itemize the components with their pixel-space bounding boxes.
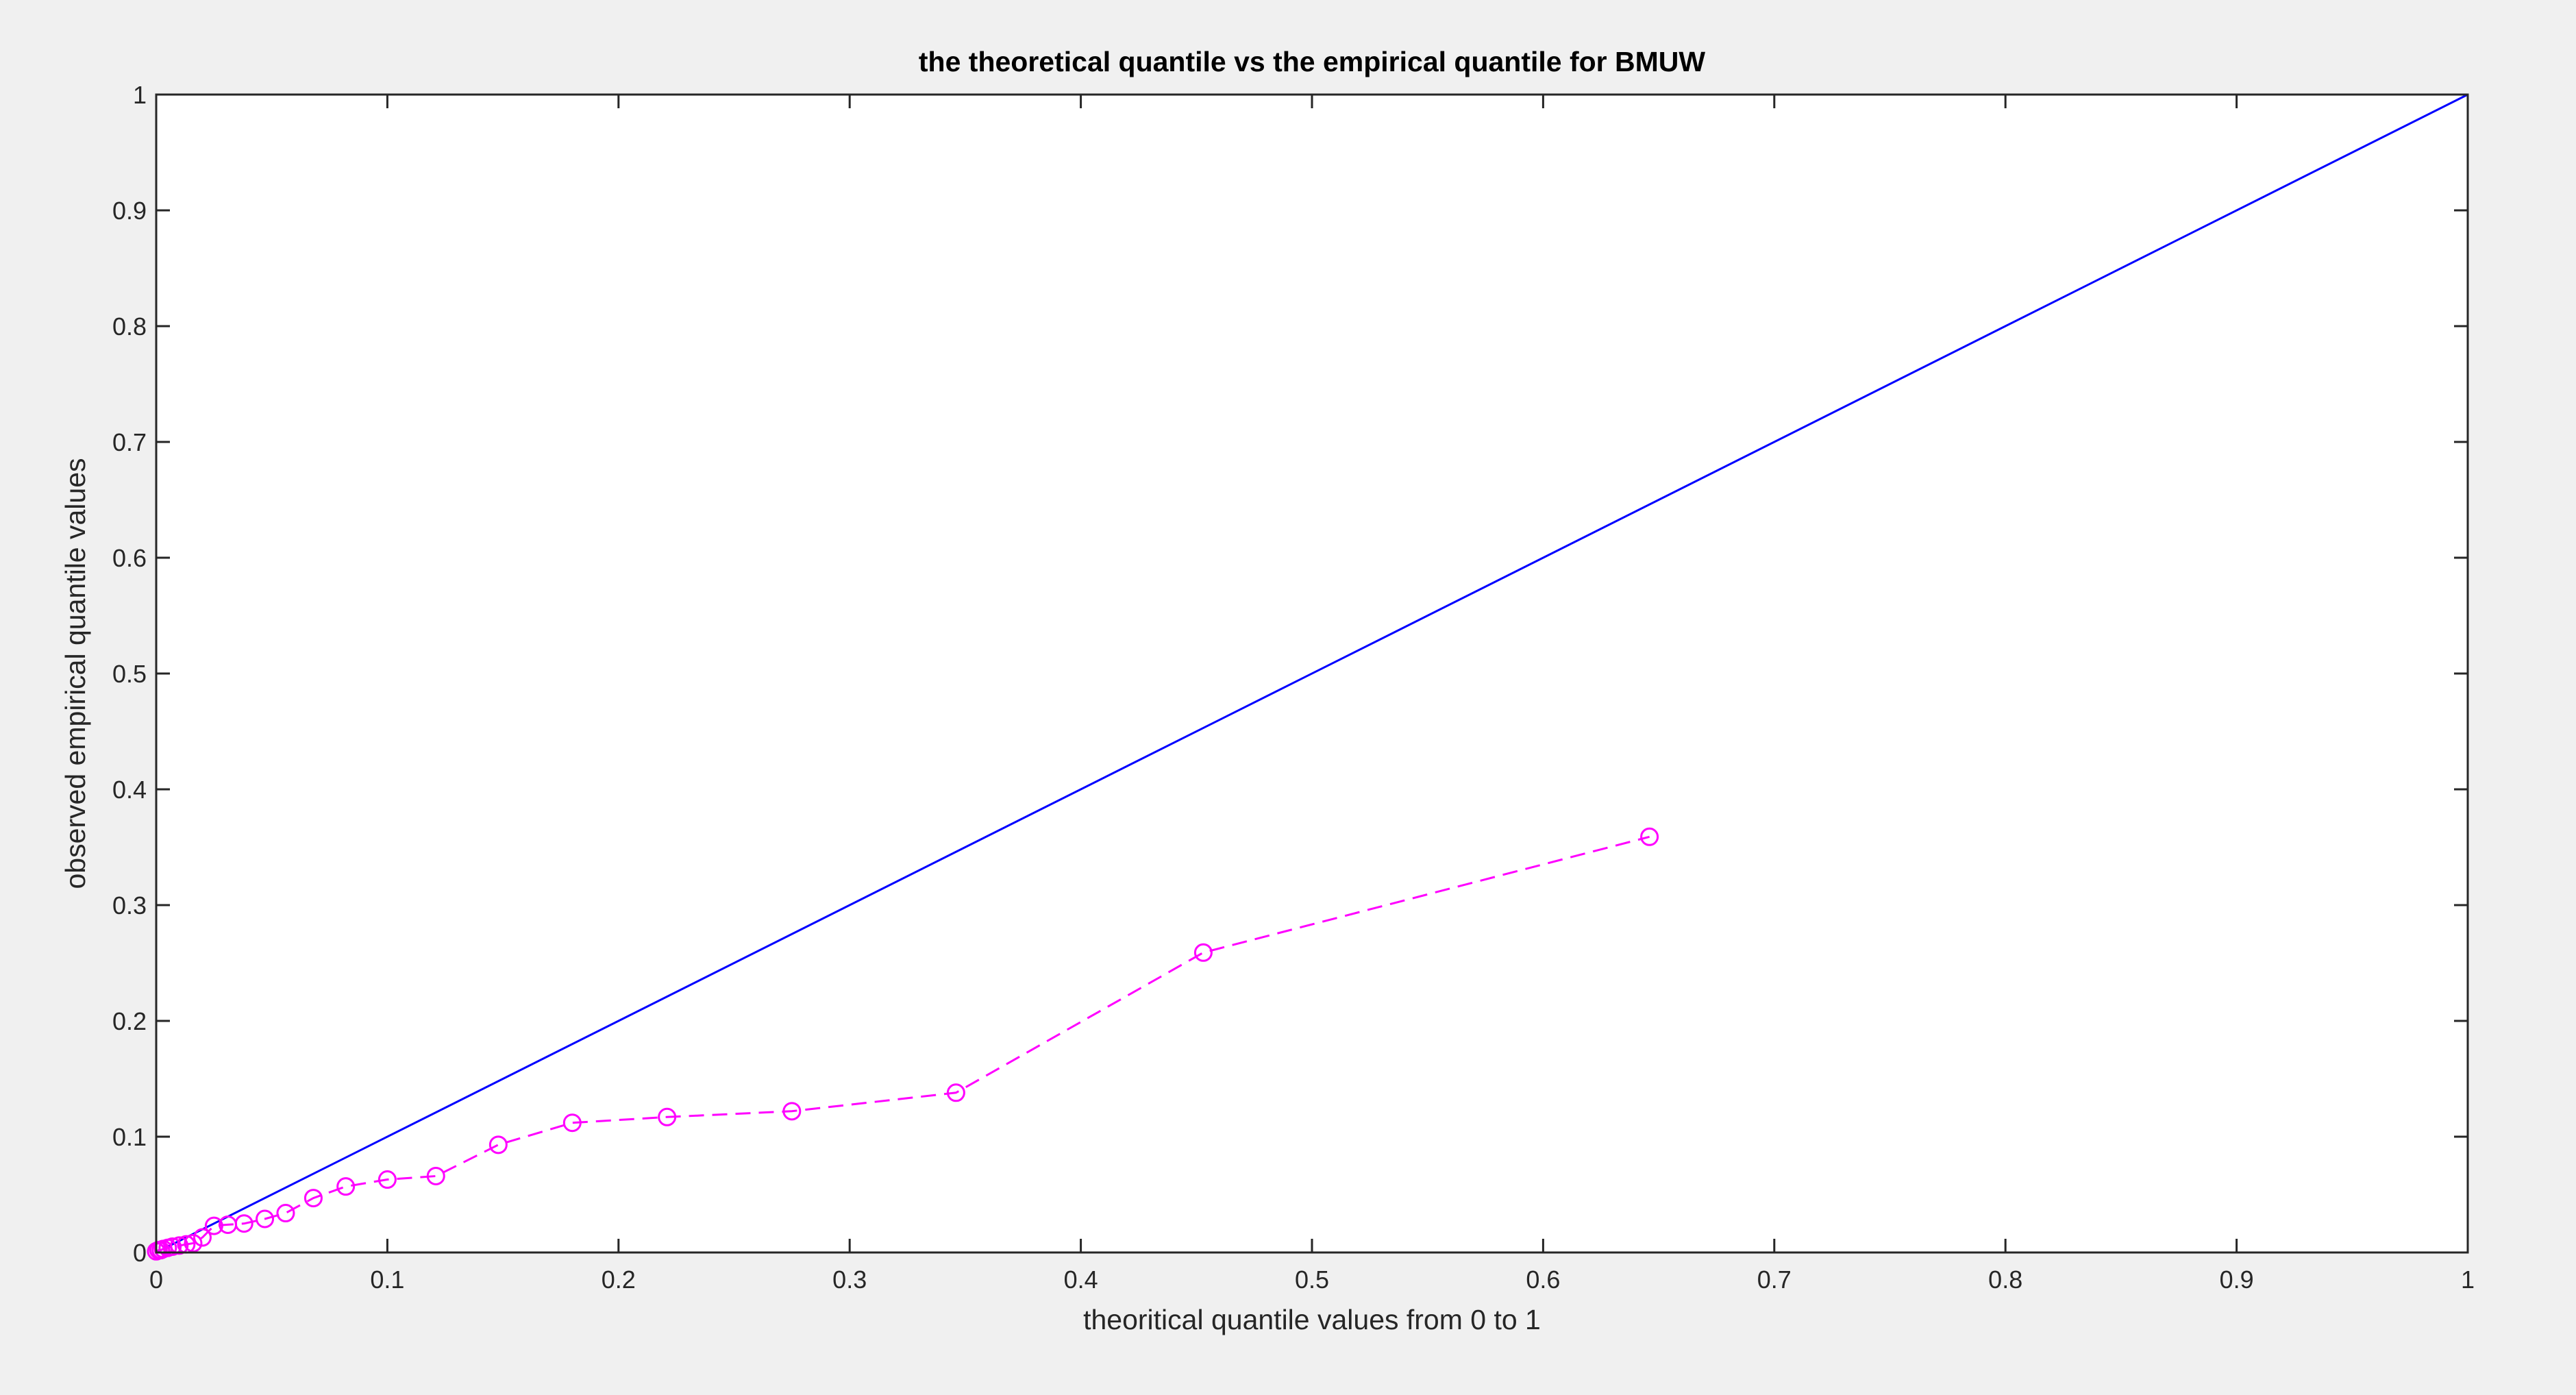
data-point-marker <box>336 1177 356 1196</box>
y-tick-label: 0.8 <box>112 312 147 341</box>
y-tick-label: 0.6 <box>112 544 147 572</box>
x-tick-label: 0.4 <box>1064 1266 1098 1294</box>
y-tick-label: 0.7 <box>112 428 147 456</box>
chart-marks <box>147 93 2468 1261</box>
data-point-marker <box>946 1083 965 1102</box>
data-point-marker <box>193 1228 212 1247</box>
y-tick-label: 0.1 <box>112 1123 147 1151</box>
y-tick-label: 0.9 <box>112 197 147 225</box>
data-point-marker <box>1640 827 1659 846</box>
data-point-marker <box>163 1237 182 1257</box>
data-point-marker <box>562 1113 582 1133</box>
y-tick-label: 0.2 <box>112 1007 147 1035</box>
y-tick-label: 1 <box>133 81 147 109</box>
data-point-marker <box>426 1166 445 1185</box>
data-point-marker <box>256 1209 275 1229</box>
x-tick-label: 0.3 <box>832 1266 867 1294</box>
data-point-marker <box>782 1102 802 1121</box>
x-tick-label: 0.7 <box>1757 1266 1792 1294</box>
data-point-marker <box>184 1233 203 1252</box>
x-axis-label: theoritical quantile values from 0 to 1 <box>1083 1304 1541 1335</box>
x-tick-label: 0.1 <box>370 1266 404 1294</box>
x-tick-label: 0 <box>149 1266 163 1294</box>
y-tick-label: 0.4 <box>112 776 147 804</box>
x-tick-label: 0.2 <box>602 1266 636 1294</box>
x-tick-label: 0.8 <box>1988 1266 2022 1294</box>
data-point-marker <box>304 1189 323 1208</box>
y-tick-label: 0 <box>133 1239 147 1267</box>
x-tick-label: 1 <box>2461 1266 2475 1294</box>
x-tick-label: 0.5 <box>1295 1266 1329 1294</box>
chart-title: the theoretical quantile vs the empirica… <box>919 46 1705 77</box>
axis-ticks: 0 0.1 0.2 0.3 0.4 0.5 0.6 0.7 0.8 0.9 1 0 0.1 0.2 0.3 0… <box>112 81 2475 1294</box>
data-point-marker <box>488 1135 508 1155</box>
y-tick-label: 0.3 <box>112 891 147 919</box>
data-point-marker <box>377 1170 397 1189</box>
data-point-marker <box>170 1236 189 1255</box>
data-point-marker <box>204 1216 223 1235</box>
reference-diagonal-line <box>156 93 2468 1254</box>
data-point-marker <box>658 1107 677 1126</box>
x-tick-label: 0.6 <box>1526 1266 1560 1294</box>
y-tick-label: 0.5 <box>112 660 147 688</box>
y-axis-label: observed empirical quantile values <box>60 458 91 889</box>
x-tick-label: 0.9 <box>2220 1266 2254 1294</box>
data-point-marker <box>1193 943 1213 962</box>
data-point-marker <box>234 1214 253 1233</box>
data-point-marker <box>276 1204 295 1223</box>
